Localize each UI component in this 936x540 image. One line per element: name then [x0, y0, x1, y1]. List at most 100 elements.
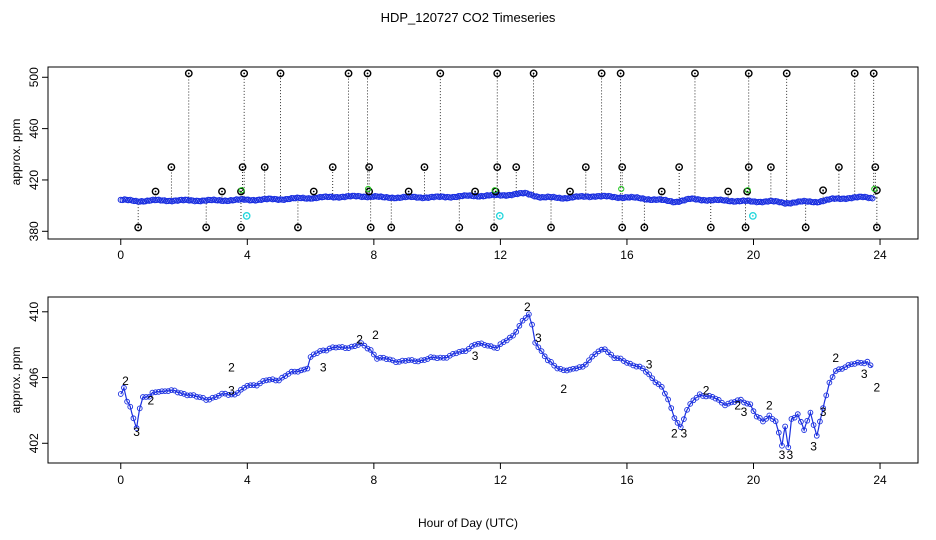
series-point — [582, 361, 589, 368]
spike-point-high — [240, 69, 249, 78]
series-point — [450, 350, 456, 357]
series-point — [361, 342, 368, 349]
series-point — [276, 377, 282, 384]
series-point — [437, 354, 444, 361]
bottom-y-axis-label: approx. ppm — [9, 347, 23, 414]
series-point — [500, 339, 507, 345]
spike-point-mid — [404, 187, 413, 196]
series-point — [427, 354, 434, 360]
top-y-tick-label: 380 — [27, 221, 41, 241]
series-point — [178, 390, 184, 396]
series-point — [124, 398, 130, 405]
series-point — [545, 357, 551, 364]
series-point — [531, 193, 538, 200]
series-point — [209, 394, 216, 401]
point-label-2: 2 — [734, 398, 741, 412]
series-point — [573, 365, 580, 372]
spike-point-high-dot — [347, 72, 350, 75]
cal-point-cyan — [495, 212, 504, 220]
series-point — [288, 368, 295, 375]
series-point — [481, 342, 488, 348]
bottom-y-tick-label: 406 — [27, 367, 41, 387]
spike-point-mid-dot — [769, 166, 772, 169]
spike-point-mid-dot — [727, 190, 730, 193]
series-point — [222, 390, 229, 397]
series-point — [383, 356, 390, 363]
cal-point-green — [238, 187, 245, 194]
series-point — [219, 390, 225, 397]
spike-point-mid — [835, 163, 843, 172]
series-point — [826, 379, 833, 386]
series-point — [510, 332, 516, 339]
series-point — [668, 405, 675, 411]
bottom-x-tick-label: 0 — [117, 473, 124, 487]
bottom-x-tick-label: 4 — [244, 473, 251, 487]
series-point — [234, 390, 241, 396]
series-point — [288, 195, 295, 202]
series-point — [212, 394, 219, 401]
spike-point-high — [597, 69, 606, 78]
series-point — [402, 357, 409, 364]
series-point — [199, 197, 206, 204]
series-point — [595, 348, 602, 355]
series-point — [630, 362, 637, 369]
series-point — [389, 357, 396, 364]
bottom-x-tick-label: 24 — [873, 473, 887, 487]
point-label-2: 2 — [228, 361, 235, 375]
series-point — [146, 393, 153, 400]
spike-point-mid — [365, 163, 374, 172]
series-point — [614, 355, 621, 362]
series-point — [336, 344, 342, 351]
series-point — [608, 351, 614, 358]
series-point — [788, 416, 795, 422]
series-point — [295, 368, 301, 375]
spike-point-mid — [471, 187, 479, 196]
series-point — [820, 405, 826, 411]
top-x-tick-label: 4 — [244, 248, 251, 262]
top-y-tick-label: 420 — [27, 170, 41, 190]
series-point — [548, 358, 554, 365]
series-point — [463, 192, 470, 199]
spike-point-mid — [819, 186, 827, 195]
series-point — [418, 357, 425, 364]
series-point — [703, 393, 709, 400]
spike-point-high-dot — [439, 72, 442, 75]
series-point — [836, 366, 842, 373]
spike-point-low — [547, 223, 555, 232]
spike-point-mid-dot — [423, 166, 426, 169]
series-point — [867, 362, 874, 369]
series-point — [532, 339, 539, 346]
series-point — [136, 405, 143, 412]
spike-point-high-dot — [785, 72, 788, 75]
spike-point-high-dot — [496, 72, 499, 75]
series-point — [282, 195, 290, 203]
bottom-y-tick-label: 410 — [27, 301, 41, 321]
series-point — [529, 321, 535, 328]
series-point — [478, 340, 485, 347]
series-point — [776, 199, 783, 206]
spike-point-mid-dot — [678, 166, 681, 169]
cal-point-green — [491, 187, 498, 194]
spike-point-low — [134, 223, 143, 232]
series-point — [779, 442, 785, 449]
series-point — [855, 359, 861, 366]
point-label-2: 2 — [703, 384, 710, 398]
series-point — [228, 391, 235, 398]
point-label-2: 2 — [832, 351, 839, 365]
series-point — [763, 416, 769, 422]
series-point — [586, 357, 592, 364]
spike-point-mid-dot — [263, 166, 266, 169]
series-point — [304, 365, 311, 372]
series-point — [693, 394, 700, 401]
series-point — [627, 360, 633, 367]
series-point — [801, 427, 807, 433]
series-point — [431, 354, 437, 361]
spike-point-high — [616, 69, 625, 78]
series-point — [677, 424, 684, 430]
series-point — [658, 196, 665, 204]
series-point — [706, 392, 713, 399]
top-x-tick-label: 0 — [117, 248, 124, 262]
series-point — [674, 419, 681, 426]
bottom-x-tick-label: 8 — [371, 473, 378, 487]
